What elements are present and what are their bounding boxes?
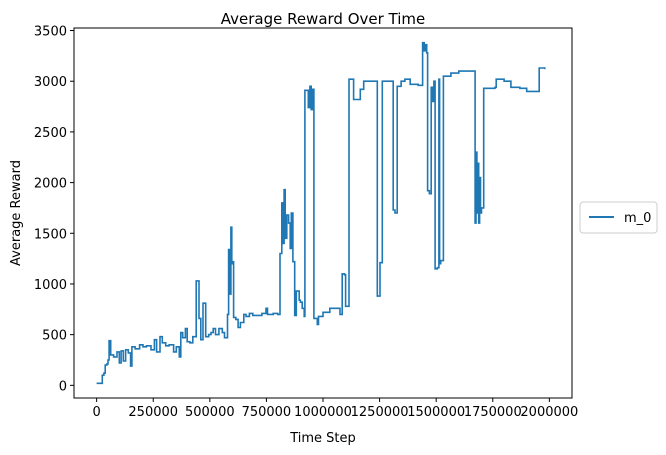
- x-axis-ticks: 0 250000 500000 750000 100000012500001500000…: [92, 398, 578, 420]
- y-tick-label: 2500: [34, 126, 67, 141]
- x-tick-label: 1250000: [351, 405, 409, 420]
- y-tick-label: 1500: [34, 227, 67, 242]
- legend-series-label: m_0: [624, 211, 651, 226]
- y-tick-label: 0: [59, 379, 67, 394]
- x-tick-label: 500000: [185, 405, 235, 420]
- y-tick-label: 3500: [34, 25, 67, 40]
- y-axis-ticks: 0 500 1000 1500 2000 2500 3000 3500: [34, 25, 74, 394]
- x-axis-label: Time Step: [289, 431, 356, 446]
- legend-frame: [579, 201, 658, 234]
- y-axis-label: Average Reward: [9, 160, 24, 266]
- x-tick-label: 250000: [128, 405, 178, 420]
- y-tick-label: 500: [42, 329, 67, 344]
- x-tick-label: 1750000: [464, 405, 522, 420]
- y-tick-label: 1000: [34, 278, 67, 293]
- y-tick-label: 3000: [34, 75, 67, 90]
- y-tick-label: 2000: [34, 177, 67, 192]
- x-tick-label: 2000000: [520, 405, 578, 420]
- series-line-m_0: [96, 41, 546, 385]
- x-tick-label: 1000000: [294, 405, 352, 420]
- legend: m_0: [579, 201, 658, 234]
- x-tick-label: 1500000: [407, 405, 465, 420]
- x-tick-label: 750000: [242, 405, 292, 420]
- x-tick-label: 0: [92, 405, 100, 420]
- chart-title: Average Reward Over Time: [221, 10, 426, 28]
